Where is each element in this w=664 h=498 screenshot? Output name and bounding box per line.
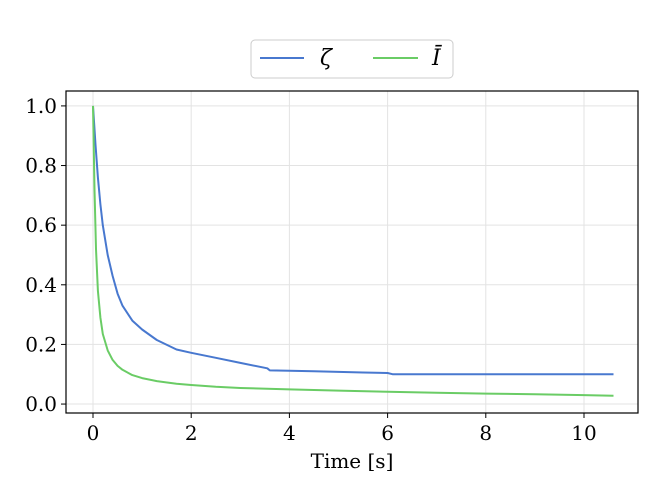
y-tick-label: 0.0 <box>25 392 57 416</box>
y-tick-label: 0.8 <box>25 154 57 178</box>
y-tick-label: 0.2 <box>25 332 57 356</box>
x-tick-label: 2 <box>185 421 198 445</box>
legend: ζ Ī <box>250 39 454 79</box>
series-line-1 <box>92 105 614 397</box>
plot-frame <box>65 90 639 414</box>
series-layer <box>92 105 614 397</box>
y-tick-label: 0.4 <box>25 273 57 297</box>
y-tick-label: 0.6 <box>25 213 57 237</box>
x-axis-label: Time [s] <box>311 449 394 473</box>
legend-label-zeta: ζ <box>320 46 334 71</box>
x-tick-label: 0 <box>87 421 100 445</box>
x-tick-label: 4 <box>283 421 296 445</box>
grid-lines <box>66 91 638 413</box>
y-tick-label: 1.0 <box>25 94 57 118</box>
y-axis: 0.0 0.2 0.4 0.6 0.8 1.0 <box>25 94 66 416</box>
x-tick-label: 10 <box>571 421 596 445</box>
x-axis: 0 2 4 6 8 10 <box>87 413 597 445</box>
x-tick-label: 8 <box>479 421 492 445</box>
legend-label-i-bar: Ī <box>431 45 442 71</box>
series-line-0 <box>92 105 614 376</box>
x-tick-label: 6 <box>381 421 394 445</box>
legend-box <box>250 39 454 79</box>
